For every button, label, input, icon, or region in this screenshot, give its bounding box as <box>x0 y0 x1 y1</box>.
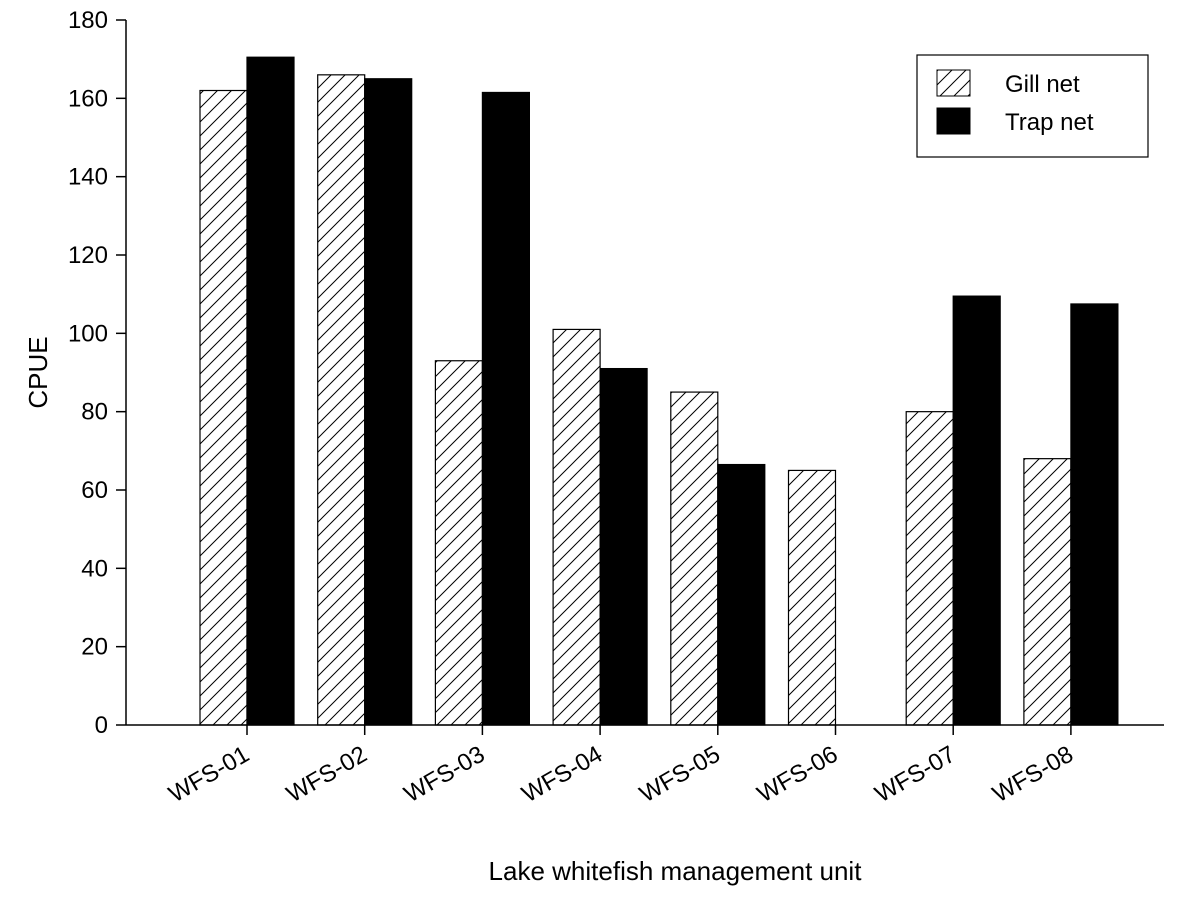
y-tick-label-80: 80 <box>81 399 108 426</box>
x-tick-label-wfs-04: WFS-04 <box>517 741 607 808</box>
bar-gill-net-wfs-01 <box>199 89 248 726</box>
bar-trap-net-wfs-05 <box>717 463 766 726</box>
x-tick-label-wfs-03: WFS-03 <box>400 741 490 808</box>
y-tick-label-120: 120 <box>68 242 108 269</box>
bar-gill-net-wfs-02 <box>317 74 366 726</box>
y-tick-label-20: 20 <box>81 634 108 661</box>
bar-gill-net-wfs-05 <box>670 391 719 726</box>
legend-swatch-gill-net <box>936 69 971 97</box>
legend-label-trap-net: Trap net <box>1005 109 1094 136</box>
legend-label-gill-net: Gill net <box>1005 71 1080 98</box>
x-axis-label: Lake whitefish management unit <box>489 856 863 886</box>
bar-trap-net-wfs-07 <box>952 295 1001 726</box>
bar-gill-net-wfs-06 <box>787 469 837 726</box>
y-tick-label-140: 140 <box>68 164 108 191</box>
x-tick-label-wfs-01: WFS-01 <box>164 741 254 808</box>
x-tick-label-wfs-08: WFS-08 <box>988 741 1078 808</box>
y-tick-label-0: 0 <box>95 712 108 739</box>
y-tick-label-100: 100 <box>68 320 108 347</box>
y-tick-label-40: 40 <box>81 555 108 582</box>
bar-gill-net-wfs-03 <box>434 360 483 726</box>
bar-trap-net-wfs-01 <box>246 56 295 726</box>
bar-gill-net-wfs-04 <box>552 328 601 726</box>
bar-gill-net-wfs-07 <box>905 411 954 726</box>
x-tick-label-wfs-06: WFS-06 <box>753 741 843 808</box>
y-tick-label-180: 180 <box>68 7 108 34</box>
y-axis-label: CPUE <box>23 336 53 408</box>
x-tick-label-wfs-02: WFS-02 <box>282 741 372 808</box>
bar-trap-net-wfs-02 <box>364 78 413 726</box>
bar-trap-net-wfs-04 <box>599 367 648 726</box>
bar-trap-net-wfs-03 <box>481 91 530 726</box>
y-tick-label-60: 60 <box>81 477 108 504</box>
y-tick-label-160: 160 <box>68 85 108 112</box>
legend-swatch-trap-net <box>936 107 971 135</box>
bar-gill-net-wfs-08 <box>1023 458 1072 726</box>
x-tick-label-wfs-05: WFS-05 <box>635 741 725 808</box>
x-tick-label-wfs-07: WFS-07 <box>870 741 960 808</box>
bar-trap-net-wfs-08 <box>1070 303 1119 726</box>
